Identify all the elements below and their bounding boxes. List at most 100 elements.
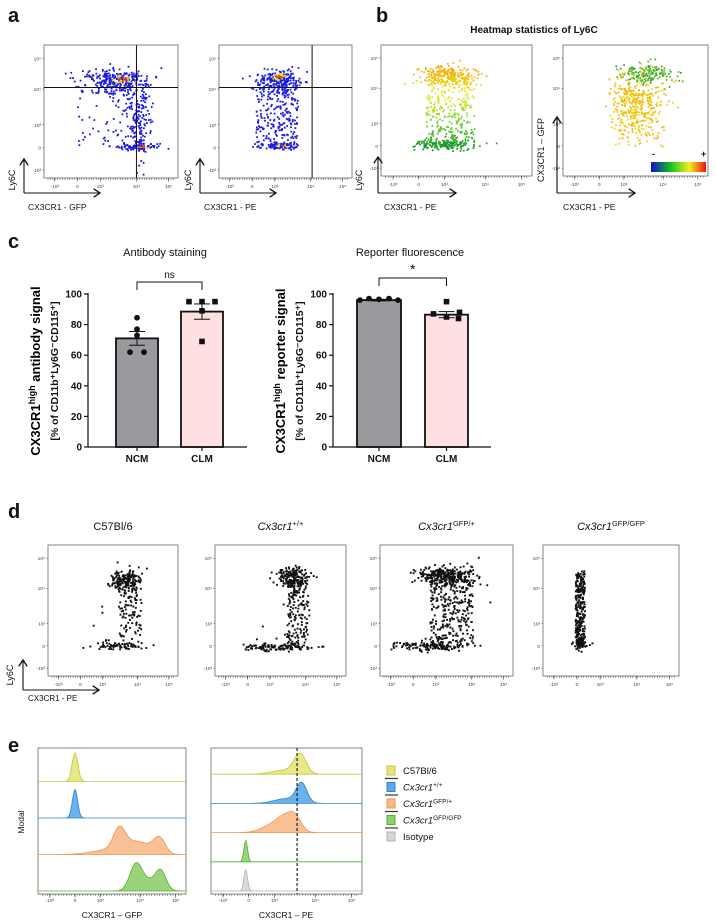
event-dot: [145, 567, 148, 570]
event-dot: [438, 642, 441, 645]
event-dot: [445, 583, 448, 586]
event-dot: [652, 113, 655, 116]
event-dot: [650, 126, 652, 129]
y-tick-label: 60: [71, 351, 83, 362]
event-dot: [429, 141, 431, 144]
event-dot: [297, 105, 300, 108]
event-dot: [306, 648, 309, 651]
event-dot: [127, 77, 130, 80]
event-dot: [433, 141, 435, 144]
event-dot: [622, 133, 625, 136]
event-dot: [617, 91, 620, 94]
event-dot: [136, 120, 139, 122]
event-dot: [648, 69, 651, 71]
event-dot: [275, 637, 278, 640]
event-dot: [125, 642, 128, 645]
event-dot: [142, 114, 145, 116]
event-dot: [434, 647, 437, 650]
genotype-sup: GFP/+: [453, 519, 476, 528]
event-dot: [95, 72, 98, 75]
event-dot: [458, 643, 461, 646]
event-dot: [426, 647, 429, 650]
event-dot: [574, 582, 577, 585]
event-dot: [130, 643, 133, 645]
event-dot: [458, 104, 461, 106]
event-dot: [465, 94, 467, 97]
genotype-sup: +/+: [293, 519, 304, 528]
event-dot: [157, 145, 160, 148]
event-dot: [427, 73, 430, 75]
event-dot: [647, 111, 650, 114]
event-dot: [641, 79, 644, 81]
event-dot: [462, 609, 465, 612]
event-dot: [581, 588, 583, 591]
event-dot: [447, 645, 450, 648]
event-dot: [461, 139, 464, 142]
event-dot: [677, 71, 680, 73]
event-dot: [426, 645, 429, 648]
x-tick-label: -10³: [221, 682, 230, 688]
event-dot: [639, 108, 642, 110]
event-dot: [447, 573, 450, 576]
event-dot: [436, 640, 439, 643]
event-dot: [151, 120, 154, 123]
event-dot: [464, 76, 467, 78]
event-dot: [96, 77, 99, 79]
event-dot: [256, 146, 259, 148]
event-dot: [653, 66, 656, 68]
event-dot: [446, 72, 449, 75]
event-dot: [283, 141, 286, 144]
event-dot: [269, 138, 272, 141]
event-dot: [273, 148, 276, 150]
event-dot: [266, 113, 269, 116]
event-dot: [135, 131, 137, 134]
event-dot: [305, 572, 308, 575]
event-dot: [290, 136, 293, 139]
event-dot: [444, 637, 447, 640]
event-dot: [140, 145, 143, 148]
event-dot: [135, 591, 138, 594]
event-dot: [660, 144, 662, 147]
event-dot: [131, 573, 134, 576]
event-dot: [454, 646, 457, 649]
event-dot: [136, 145, 139, 148]
event-dot: [618, 117, 621, 119]
event-dot: [123, 643, 126, 645]
event-dot: [472, 569, 475, 572]
event-dot: [466, 601, 469, 604]
event-dot: [296, 591, 299, 594]
event-dot: [449, 641, 452, 644]
event-dot: [435, 140, 438, 143]
y-tick-label: 10⁴: [205, 586, 212, 592]
event-dot: [274, 648, 277, 651]
event-dot: [119, 613, 122, 616]
event-dot: [117, 133, 120, 136]
event-dot: [448, 83, 450, 85]
event-dot: [132, 583, 135, 586]
event-dot: [298, 567, 301, 570]
event-dot: [117, 585, 120, 588]
panel-b-title: Heatmap statistics of Ly6C: [470, 25, 597, 36]
event-dot: [256, 115, 259, 117]
event-dot: [92, 624, 95, 627]
event-dot: [663, 88, 665, 91]
event-dot: [445, 133, 448, 135]
event-dot: [257, 144, 260, 147]
event-dot: [270, 571, 273, 574]
event-dot: [144, 101, 147, 104]
event-dot: [449, 599, 452, 602]
data-point: [134, 326, 140, 333]
event-dot: [127, 647, 130, 650]
event-dot: [130, 128, 133, 130]
event-dot: [287, 110, 290, 113]
event-dot: [273, 74, 276, 76]
event-dot: [642, 80, 645, 83]
event-dot: [122, 81, 124, 84]
event-dot: [627, 72, 629, 75]
event-dot: [439, 105, 442, 108]
event-dot: [466, 149, 469, 152]
y-axis-label: CX3CR1 – GFP: [536, 118, 546, 182]
event-dot: [129, 97, 131, 100]
event-dot: [672, 101, 674, 104]
event-dot: [421, 572, 424, 575]
